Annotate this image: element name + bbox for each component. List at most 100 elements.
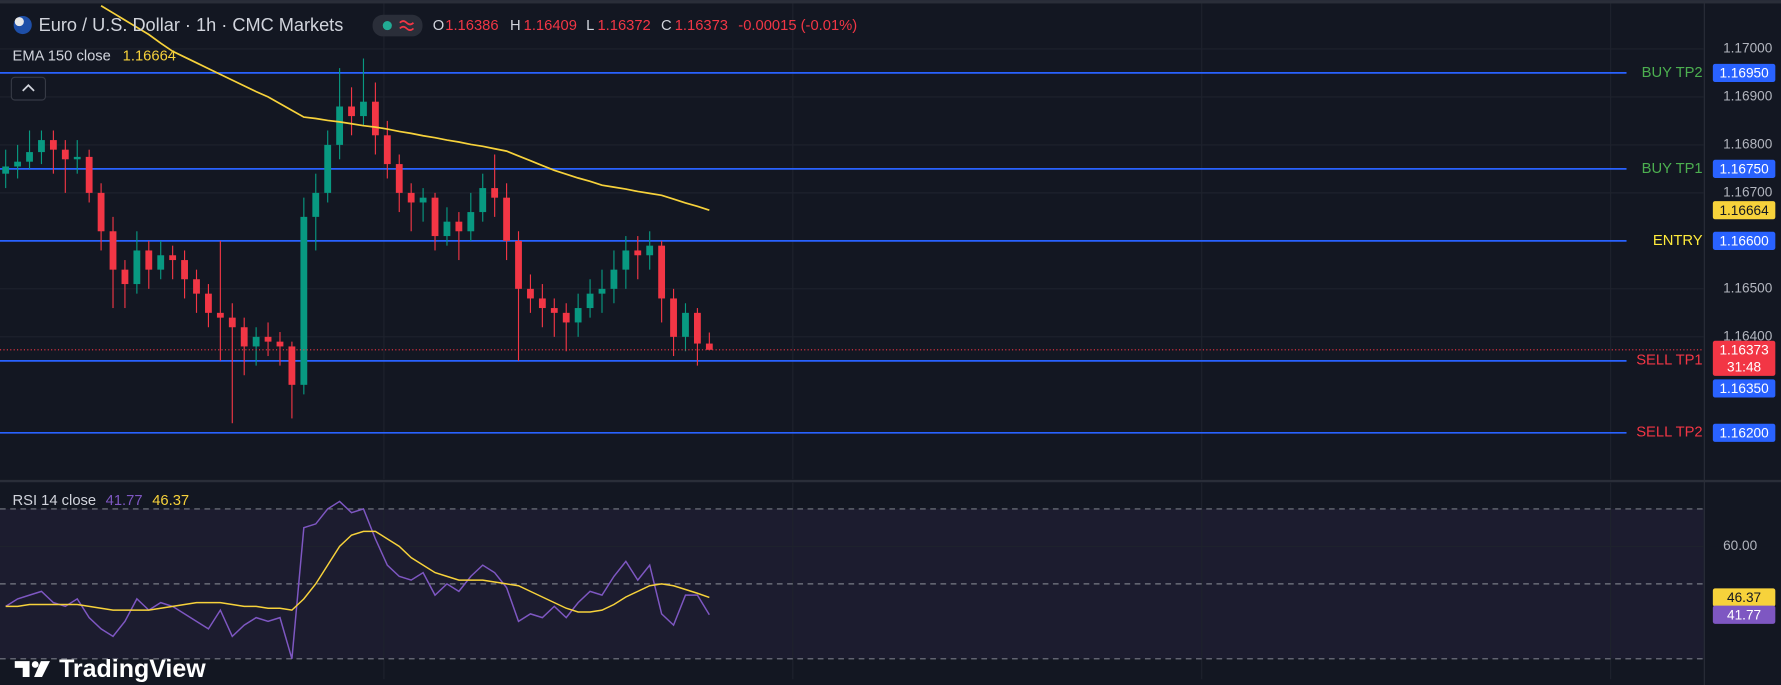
candle-body (455, 221, 463, 232)
candle-body (38, 140, 45, 153)
current-price-tag-bg (1712, 340, 1776, 376)
candle-body (240, 327, 248, 347)
candle-body (205, 293, 212, 313)
countdown: 31:48 (1727, 360, 1761, 375)
indicator-legend[interactable]: EMA 150 close (12, 49, 110, 65)
candle-body (264, 336, 272, 342)
candle-body (586, 293, 594, 309)
candle-body (693, 312, 701, 344)
indicator-value: 46.37 (152, 493, 189, 509)
ohlc-label: H (510, 18, 521, 34)
y-tick-label: 1.16400 (1723, 328, 1773, 343)
candle-body (73, 156, 81, 160)
collapse-button[interactable] (10, 76, 47, 101)
level-label: SELL TP1 (1636, 353, 1702, 369)
candle-body (562, 312, 570, 323)
candle-body (109, 231, 117, 270)
ohlc-value: 1.16386 (445, 18, 498, 34)
candle-body (97, 192, 105, 232)
candle-body (169, 255, 177, 261)
candle-body (371, 101, 379, 136)
candle-body (395, 164, 403, 193)
level-label: ENTRY (1653, 233, 1703, 249)
candle-body (157, 255, 165, 270)
candle-body (515, 240, 522, 289)
candle-body (216, 312, 224, 318)
level-tag-bg (1712, 423, 1776, 442)
y-tick-label: 1.16500 (1723, 280, 1773, 295)
candle-body (193, 279, 200, 294)
rsi-tag-bg (1712, 605, 1776, 624)
candle-body (479, 188, 487, 213)
brand-icon (34, 661, 50, 678)
rsi-tag-bg (1712, 588, 1776, 607)
candle-body (622, 250, 630, 270)
ohlc-value: 1.16373 (675, 18, 728, 34)
candle-body (61, 149, 69, 160)
level-tag: 1.16200 (1719, 426, 1769, 441)
rsi-tag: 41.77 (1727, 607, 1761, 622)
level-tag-bg (1712, 159, 1776, 178)
level-label: SELL TP2 (1636, 425, 1702, 441)
symbol-title: Euro / U.S. Dollar · 1h · CMC Markets (39, 15, 344, 35)
candle-body (228, 317, 236, 328)
candle-body (2, 166, 10, 174)
current-price-tag: 1.16373 (1719, 343, 1768, 358)
ohlc-label: C (661, 18, 672, 34)
candle-body (288, 346, 296, 385)
candle-body (383, 135, 391, 165)
brand-icon (14, 661, 30, 678)
indicator-legend[interactable]: RSI 14 close (12, 493, 96, 509)
candle-body (49, 140, 57, 150)
candle-body (324, 144, 332, 193)
indicator-value: 1.16664 (123, 49, 176, 65)
y-tick-label: 1.17000 (1723, 41, 1773, 56)
y-tick-label: 1.16900 (1723, 88, 1773, 103)
level-label: BUY TP2 (1642, 65, 1703, 81)
level-tag-bg (1712, 379, 1776, 398)
plot-area: 1.16400 1.16500 1.16700 1.16800 1.16900 1.170… (0, 3, 1776, 680)
candle-body (646, 245, 654, 256)
level-tag-bg (1712, 63, 1776, 82)
candle-body (634, 250, 642, 256)
candle-body (133, 250, 141, 285)
candle-body (670, 298, 677, 337)
status-badge-bg (372, 14, 423, 37)
candle-body (252, 336, 260, 347)
rsi-line (5, 530, 710, 613)
collapse-icon (22, 84, 35, 92)
level-tag: 1.16350 (1719, 381, 1769, 396)
rsi-tag: 46.37 (1727, 590, 1761, 605)
symbol-logo-flag (14, 17, 24, 27)
candle-body (467, 212, 475, 232)
indicator-line (100, 4, 710, 211)
candle-body (14, 161, 22, 167)
candle-body (705, 343, 713, 350)
candle-body (336, 106, 344, 145)
candle-body (276, 341, 284, 347)
candle-body (419, 197, 427, 203)
status-badge[interactable] (372, 14, 423, 37)
ohlc-label: L (586, 18, 594, 34)
candle-body (181, 260, 188, 280)
candle-body (658, 245, 666, 299)
level-tag: 1.16600 (1719, 234, 1769, 249)
candle-body (574, 308, 582, 323)
candle-body (300, 216, 308, 385)
level-tag: 1.16950 (1719, 66, 1769, 81)
candle-body (145, 250, 153, 270)
candle-body (550, 308, 558, 313)
y-tick-label: 60.00 (1723, 538, 1758, 553)
delay-icon (399, 20, 415, 31)
candle-body (431, 197, 439, 237)
level-tag-bg (1712, 231, 1776, 250)
candle-body (312, 192, 320, 217)
candle-body (121, 269, 129, 285)
brand-logo[interactable]: TradingView (14, 655, 206, 683)
level-tag: 1.16750 (1719, 162, 1769, 177)
ohlc-value: 1.16372 (597, 18, 650, 34)
candle-body (682, 312, 689, 337)
